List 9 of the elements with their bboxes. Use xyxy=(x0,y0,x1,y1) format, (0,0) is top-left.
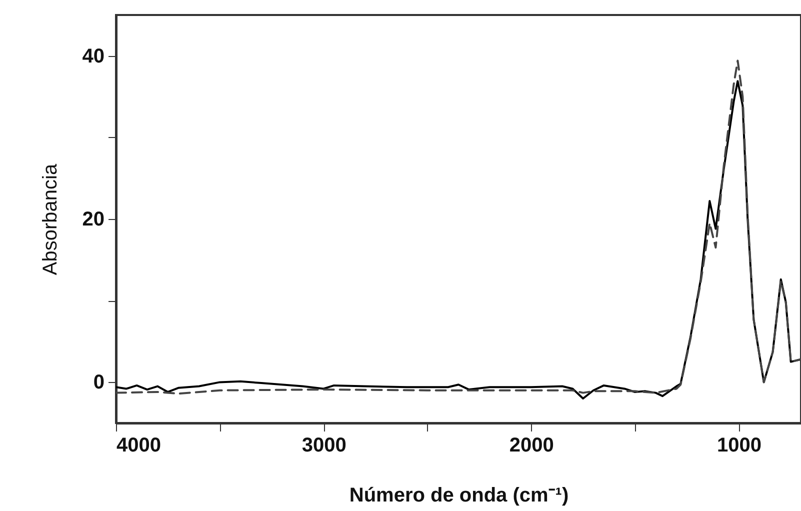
x-tick-label: 1000 xyxy=(716,434,762,456)
y-axis-title: Absorbancia xyxy=(39,163,62,276)
x-tick-label: 2000 xyxy=(509,434,554,456)
x-tick-label: 3000 xyxy=(302,434,346,456)
x-axis-title: Número de onda (cm⁻¹) xyxy=(349,484,569,506)
x-tick-label: 4000 xyxy=(116,434,161,456)
y-tick-label: 0 xyxy=(93,372,104,394)
y-tick-label: 40 xyxy=(82,45,104,68)
y-tick-label: 20 xyxy=(82,208,104,230)
